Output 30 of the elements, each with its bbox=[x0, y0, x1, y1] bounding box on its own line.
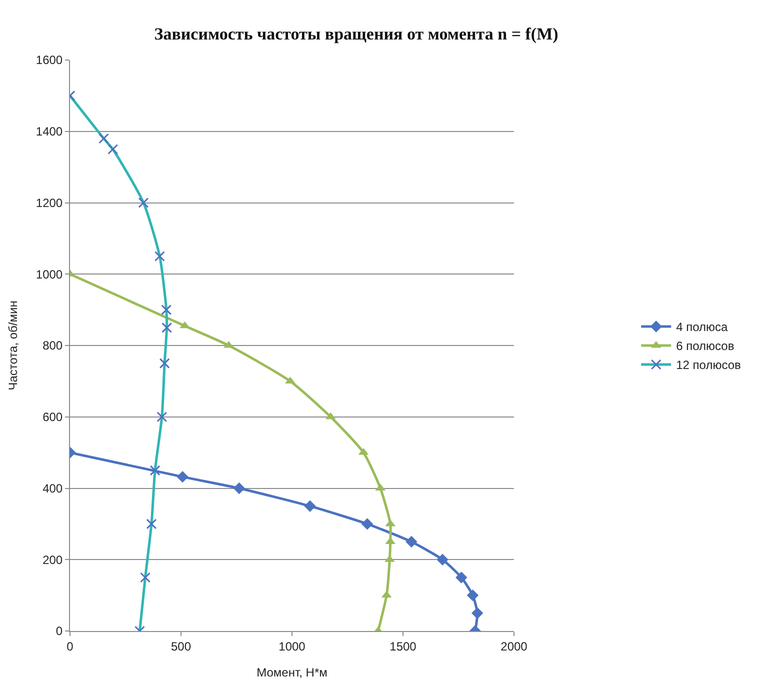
y-tick-label: 1200 bbox=[36, 196, 63, 210]
y-axis-title: Частота, об/мин bbox=[6, 300, 20, 390]
x-tick-label: 500 bbox=[170, 639, 192, 654]
x-tick-label: 1000 bbox=[278, 639, 306, 654]
chart-title: Зависимость частоты вращения от момента n = f(M) bbox=[154, 24, 558, 44]
legend-label: 6 полюсов bbox=[676, 339, 734, 354]
x-tick-label: 1500 bbox=[390, 639, 417, 654]
y-tick-label: 1600 bbox=[36, 53, 63, 68]
y-tick-label: 0 bbox=[56, 624, 63, 638]
y-tick-label: 1400 bbox=[36, 124, 63, 139]
y-tick-label: 200 bbox=[42, 552, 63, 567]
y-tick-label: 600 bbox=[42, 410, 63, 424]
point bbox=[472, 607, 484, 620]
point bbox=[304, 500, 316, 512]
point bbox=[361, 518, 374, 530]
x-axis-title: Момент, Н*м bbox=[256, 665, 328, 680]
y-tick-label: 400 bbox=[42, 481, 63, 496]
x-tick-label: 2000 bbox=[500, 639, 528, 654]
x-tick-label: 0 bbox=[66, 639, 74, 654]
point bbox=[456, 572, 468, 584]
y-tick-label: 1000 bbox=[36, 267, 63, 282]
point bbox=[176, 470, 188, 483]
point bbox=[466, 589, 479, 602]
point bbox=[436, 554, 448, 566]
legend-label: 12 полюсов bbox=[676, 358, 741, 372]
point bbox=[180, 321, 190, 328]
point bbox=[406, 536, 418, 548]
point bbox=[233, 482, 246, 494]
y-tick-label: 800 bbox=[42, 338, 63, 353]
legend-label: 4 полюса bbox=[676, 320, 728, 334]
